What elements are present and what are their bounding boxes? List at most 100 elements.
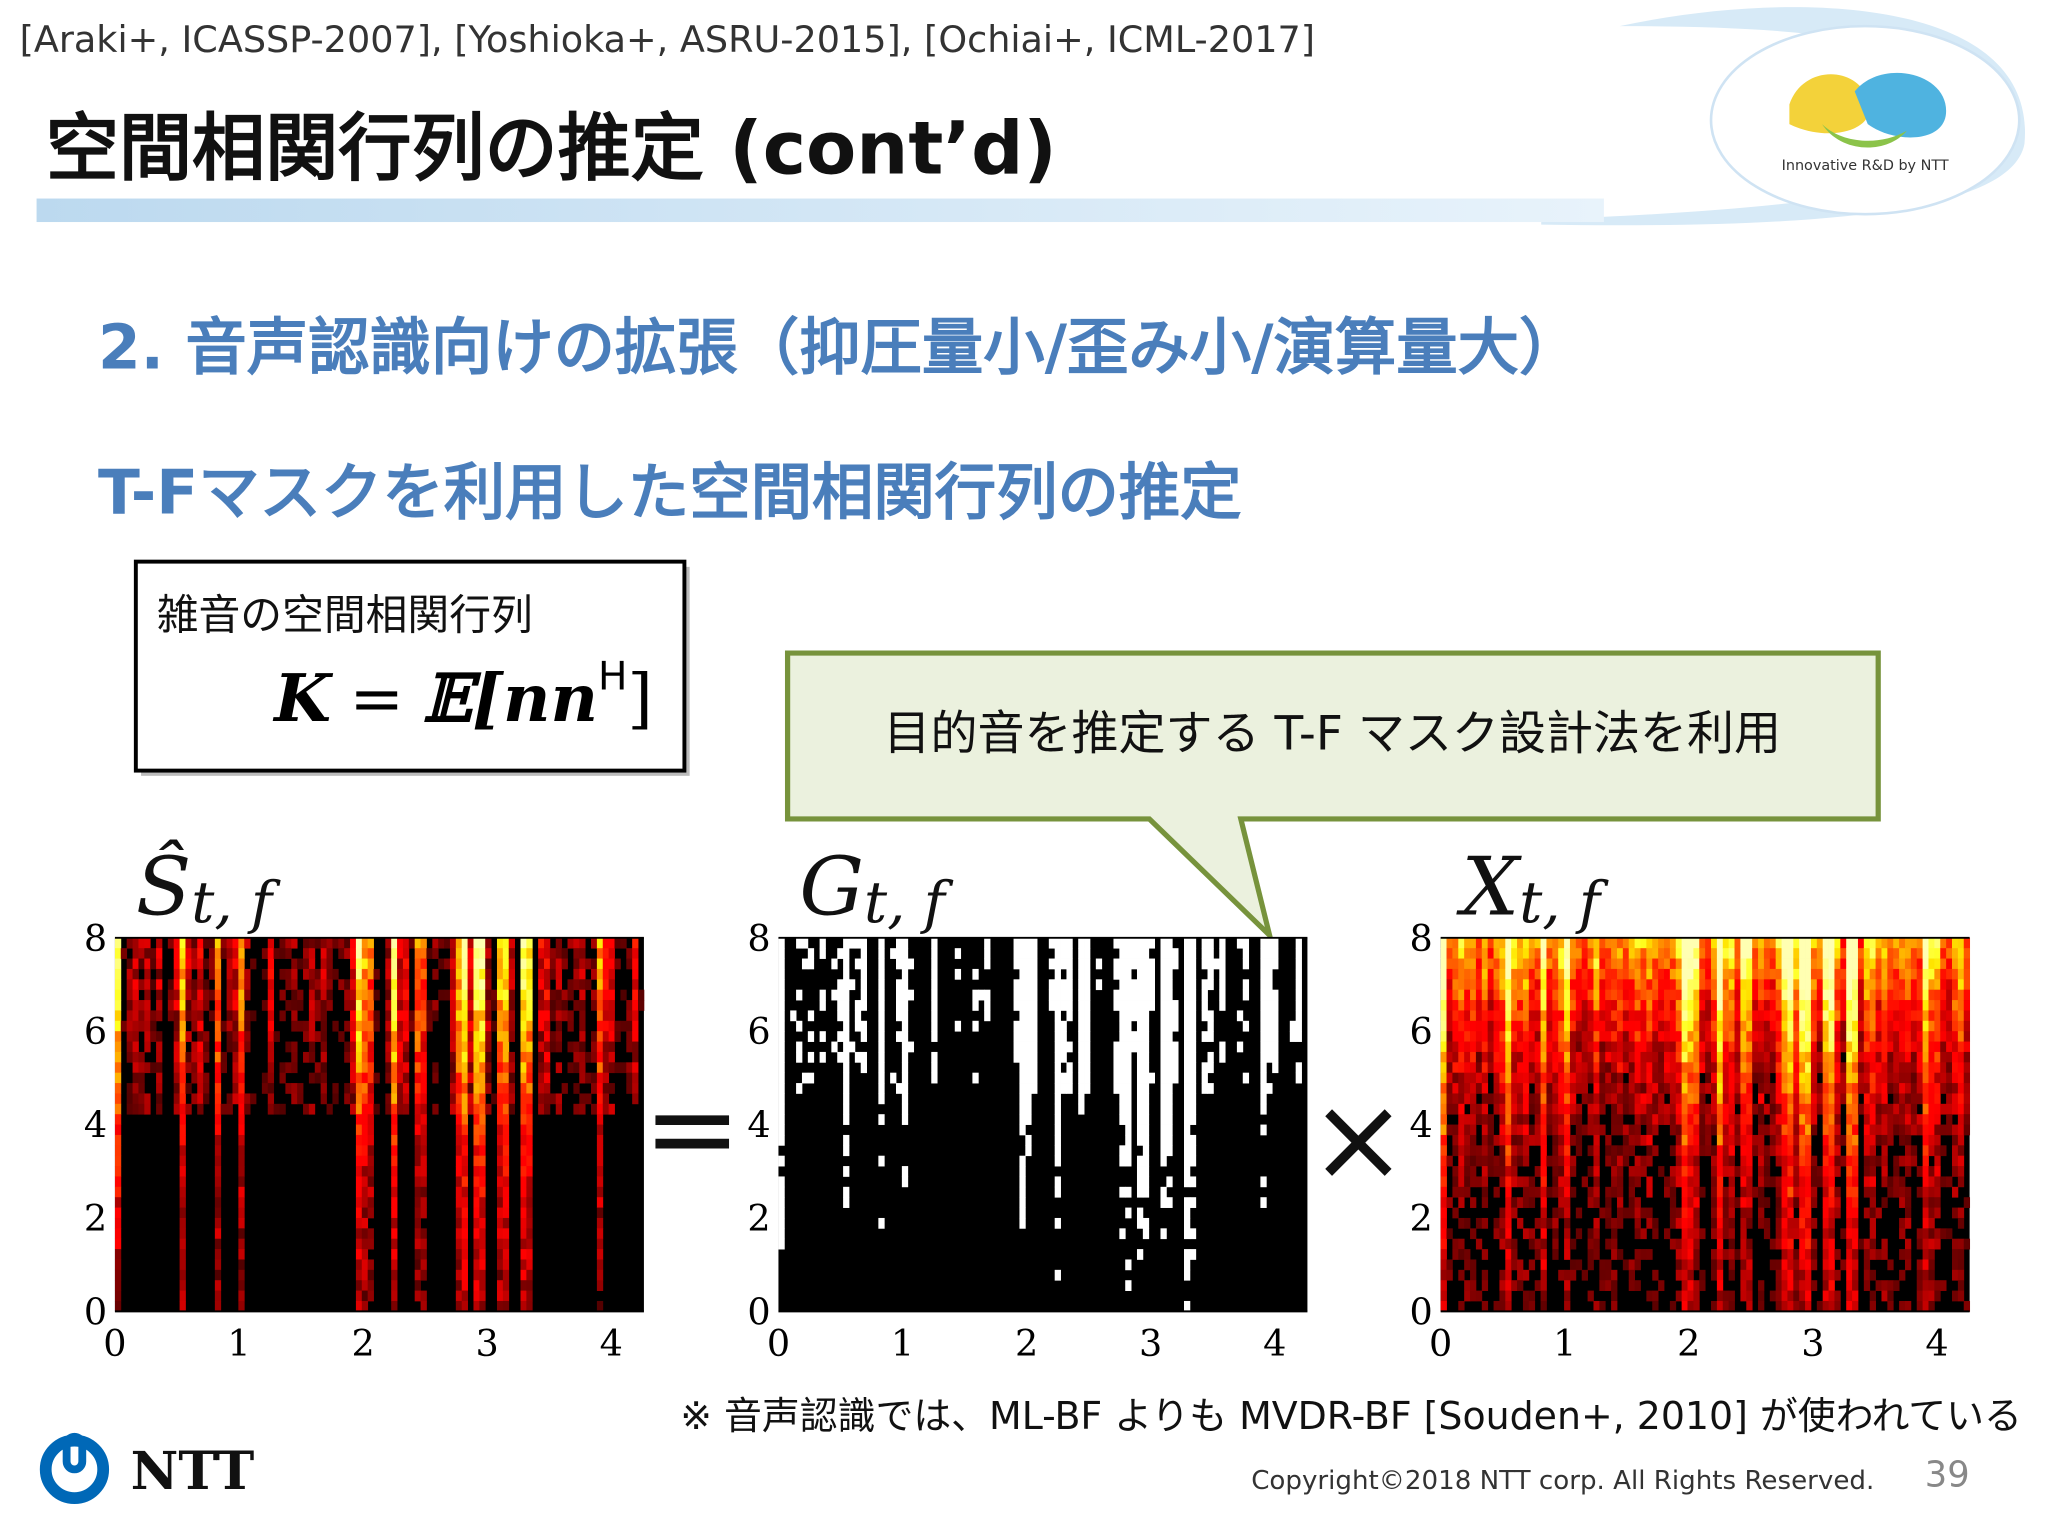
spectrogram-cell (1552, 1145, 1559, 1157)
spectrogram-cell (1440, 1186, 1447, 1198)
spectrogram-cell (1687, 1186, 1694, 1198)
spectrogram-cell (1054, 1083, 1061, 1094)
spectrogram-cell (1746, 1010, 1753, 1022)
spectrogram-cell (526, 968, 533, 980)
spectrogram-cell (1564, 1145, 1571, 1157)
spectrogram-cell (1066, 989, 1073, 1001)
spectrogram-cell (244, 1093, 251, 1105)
spectrogram-cell (608, 968, 615, 980)
spectrogram-cell (308, 1010, 316, 1022)
spectrogram-cell (1260, 937, 1267, 949)
spectrogram-cell (1113, 1000, 1120, 1011)
spectrogram-cell (1940, 1020, 1947, 1032)
spectrogram-cell (1019, 1083, 1026, 1094)
spectrogram-cell (238, 1280, 245, 1291)
spectrogram-cell (596, 1249, 604, 1260)
spectrogram-cell (1840, 1072, 1847, 1084)
spectrogram-cell (1184, 1300, 1191, 1312)
spectrogram-cell (197, 1062, 204, 1074)
spectrogram-cell (1528, 948, 1536, 959)
spectrogram-cell (1522, 1051, 1530, 1063)
spectrogram-cell (1207, 979, 1214, 991)
spectrogram-cell (1260, 1010, 1267, 1022)
spectrogram-cell (156, 1051, 163, 1063)
spectrogram-cell (896, 948, 903, 959)
spectrogram-cell (126, 1020, 133, 1032)
spectrogram-cell (1675, 1103, 1683, 1115)
spectrogram-cell (179, 1176, 186, 1188)
spectrogram-cell (1219, 948, 1226, 959)
spectrogram-cell (1652, 1217, 1659, 1229)
spectrogram-cell (1928, 1093, 1935, 1105)
spectrogram-cell (1810, 1000, 1818, 1011)
spectrogram-cell (1946, 1103, 1953, 1115)
spectrogram-cell (479, 1134, 486, 1146)
spectrogram-cell (1078, 1072, 1085, 1084)
spectrogram-cell (1875, 1124, 1882, 1136)
spectrogram-cell (438, 937, 445, 949)
spectrogram-cell (373, 1103, 380, 1115)
spectrogram-cell (1189, 1072, 1197, 1084)
spectrogram-cell (1054, 1124, 1061, 1136)
spectrogram-cell (520, 1041, 527, 1053)
spectrogram-cell (355, 1238, 363, 1250)
spectrogram-cell (567, 937, 574, 949)
spectrogram-cell (608, 1103, 615, 1115)
spectrogram-cell (1593, 1228, 1600, 1240)
spectrogram-cell (1160, 1114, 1167, 1125)
spectrogram-cell (502, 1041, 510, 1053)
spectrogram-cell (544, 1103, 551, 1115)
spectrogram-cell (1640, 1228, 1647, 1240)
spectrogram-cell (1493, 1134, 1500, 1146)
spectrogram-cell (508, 968, 516, 980)
spectrogram-cell (367, 1259, 374, 1271)
spectrogram-cell (414, 1134, 421, 1146)
spectrogram-cell (1528, 937, 1536, 949)
spectrogram-cell (491, 1020, 498, 1032)
spectrogram-cell (1599, 1083, 1606, 1094)
spectrogram-cell (1752, 1031, 1759, 1042)
spectrogram-cell (479, 1259, 486, 1271)
spectrogram-cell (1054, 1051, 1061, 1063)
spectrogram-cell (567, 1041, 574, 1053)
spectrogram-cell (414, 1010, 421, 1022)
spectrogram-cell (585, 1051, 592, 1063)
spectrogram-cell (1899, 1010, 1906, 1022)
spectrogram-cell (1746, 1041, 1753, 1053)
spectrogram-cell (1172, 1051, 1179, 1063)
spectrogram-cell (1084, 937, 1091, 949)
spectrogram-cell (1693, 1238, 1700, 1250)
spectrogram-cell (1722, 1134, 1730, 1146)
spectrogram-cell (1952, 1290, 1959, 1302)
spectrogram-cell (138, 937, 145, 949)
spectrogram-cell (1716, 1041, 1724, 1053)
spectrogram-cell (1616, 1124, 1624, 1136)
spectrogram-cell (391, 1020, 398, 1032)
spectrogram-cell (596, 1083, 604, 1094)
spectrogram-cell (1581, 1000, 1588, 1011)
spectrogram-cell (1952, 1051, 1959, 1063)
spectrogram-cell (238, 1290, 245, 1302)
spectrogram-cell (297, 1000, 304, 1011)
spectrogram-cell (238, 1051, 245, 1063)
spectrogram-cell (1634, 1010, 1641, 1022)
spectrogram-cell (1166, 1041, 1173, 1053)
spectrogram-cell (544, 1072, 551, 1084)
spectrogram-cell (1787, 1093, 1794, 1105)
spectrogram-cell (1875, 1207, 1882, 1219)
spectrogram-cell (1857, 1072, 1865, 1084)
spectrogram-cell (496, 958, 504, 970)
spectrogram-cell (1904, 1031, 1912, 1042)
spectrogram-cell (1569, 968, 1577, 980)
spectrogram-cell (449, 948, 457, 959)
spectrogram-cell (1505, 989, 1512, 1001)
spectrogram-cell (361, 1145, 369, 1157)
box (133, 559, 687, 773)
spectrogram-cell (455, 958, 463, 970)
spectrogram-cell (1066, 1041, 1073, 1053)
spectrogram-cell (602, 968, 610, 980)
spectrogram-cell (1019, 1000, 1026, 1011)
spectrogram-cell (1810, 1114, 1818, 1125)
spectrogram-cell (144, 1062, 151, 1074)
spectrogram-cell (1534, 1051, 1541, 1063)
